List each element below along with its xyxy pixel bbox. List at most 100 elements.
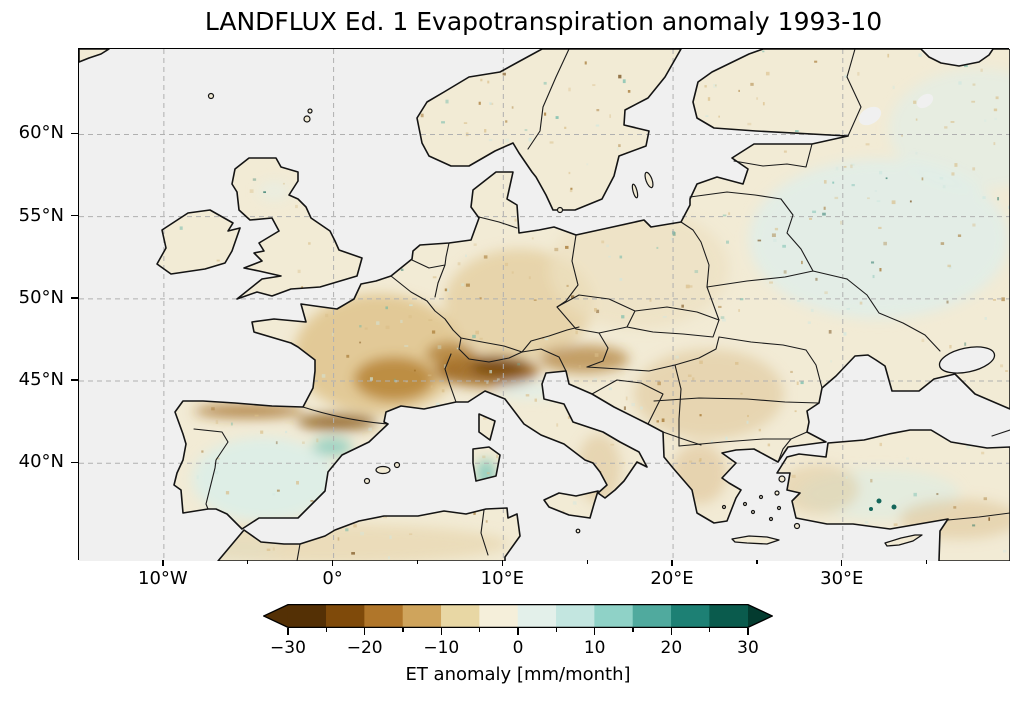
speckle	[879, 267, 882, 272]
x-minor-tick-mark	[926, 560, 928, 564]
speckle	[657, 381, 661, 386]
speckle	[511, 106, 514, 109]
speckle	[843, 332, 847, 336]
speckle	[619, 255, 623, 259]
speckle	[783, 150, 787, 153]
speckle	[859, 301, 863, 305]
speckle	[915, 151, 918, 155]
speckle	[687, 374, 692, 377]
x-minor-tick-mark	[247, 560, 249, 564]
speckle	[596, 309, 600, 314]
colorbar-segment	[402, 604, 442, 628]
speckle	[815, 277, 818, 281]
speckle	[918, 53, 922, 57]
speckle	[951, 172, 955, 176]
speckle	[610, 443, 615, 446]
speckle	[272, 547, 275, 551]
colorbar-over-arrow	[748, 604, 773, 628]
speckle	[828, 330, 832, 334]
speckle	[980, 68, 983, 72]
speckle	[740, 392, 743, 395]
speckle	[850, 164, 853, 169]
speckle	[964, 342, 967, 346]
speckle	[385, 306, 389, 310]
speckle	[351, 552, 355, 555]
speckle	[681, 304, 684, 308]
speckle	[430, 385, 433, 389]
colorbar-segment	[326, 604, 365, 628]
speckle	[215, 457, 220, 460]
speckle	[600, 359, 602, 362]
speckle	[486, 380, 489, 384]
speckle	[800, 380, 804, 385]
anomaly-raster	[79, 50, 1010, 561]
colorbar-segment	[671, 604, 710, 628]
speckle	[568, 87, 571, 92]
speckle	[972, 223, 976, 227]
x-tick-mark	[671, 560, 673, 566]
speckle	[480, 78, 483, 82]
speckle	[428, 319, 433, 322]
mallorca-island	[375, 465, 391, 475]
colorbar-outline	[262, 603, 774, 629]
colorbar-segment	[556, 604, 595, 628]
speckle	[782, 244, 786, 248]
speckle	[400, 319, 403, 324]
x-minor-tick-mark	[416, 560, 419, 564]
speckle	[385, 325, 390, 330]
speckle	[750, 82, 754, 86]
speckle	[762, 102, 765, 106]
graticule	[79, 49, 1010, 561]
speckle	[461, 283, 465, 287]
speckle	[622, 79, 626, 84]
speckle	[631, 403, 635, 407]
speckle	[840, 220, 844, 225]
speckle	[765, 71, 770, 76]
speckle	[368, 427, 372, 432]
speckle	[913, 100, 917, 104]
speckle	[595, 124, 600, 127]
oland-island	[631, 183, 639, 199]
speckle	[534, 398, 537, 402]
colorbar-tick-mark	[517, 628, 519, 635]
speckle	[263, 191, 267, 194]
speckle	[483, 417, 487, 420]
speckle	[593, 378, 598, 381]
speckle	[441, 121, 445, 124]
speckle	[972, 524, 976, 527]
speckle	[936, 493, 939, 496]
speckle	[446, 288, 450, 292]
speckle	[726, 240, 730, 244]
speckle	[901, 134, 903, 137]
speckle	[879, 442, 883, 447]
speckle	[345, 528, 349, 532]
speckle	[489, 370, 493, 374]
speckle	[404, 345, 409, 347]
speckle	[857, 72, 860, 76]
speckle	[584, 61, 587, 65]
speckle	[939, 176, 944, 180]
speckle	[483, 255, 488, 259]
speckle	[1003, 549, 1007, 553]
speckle	[457, 262, 461, 266]
speckle	[564, 126, 567, 129]
speckle	[316, 438, 319, 443]
speckle	[876, 200, 881, 203]
speckle	[675, 355, 679, 359]
speckle	[618, 74, 622, 79]
lesbos-island	[778, 475, 786, 483]
speckle	[725, 436, 728, 441]
speckle	[619, 278, 623, 281]
speckle	[586, 163, 589, 166]
speckle	[260, 430, 264, 434]
speckle	[596, 109, 600, 112]
speckle	[1005, 370, 1008, 372]
speckle	[997, 197, 1000, 201]
speckle	[445, 99, 449, 104]
speckle	[409, 533, 413, 536]
speckle	[832, 181, 835, 184]
speckle	[578, 365, 581, 368]
speckle	[473, 511, 476, 515]
aegean-island	[776, 505, 782, 511]
speckle	[594, 353, 599, 357]
